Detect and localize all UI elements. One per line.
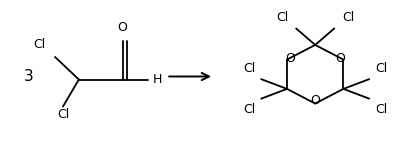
Text: H: H xyxy=(152,73,162,86)
Text: Cl: Cl xyxy=(375,103,388,116)
Text: Cl: Cl xyxy=(243,62,255,75)
Text: Cl: Cl xyxy=(33,38,45,51)
Text: 3: 3 xyxy=(24,69,33,84)
Text: O: O xyxy=(335,52,345,65)
Text: O: O xyxy=(310,94,320,107)
Text: O: O xyxy=(118,21,128,34)
Text: Cl: Cl xyxy=(342,11,354,24)
Text: Cl: Cl xyxy=(243,103,255,116)
Text: Cl: Cl xyxy=(57,108,69,121)
Text: Cl: Cl xyxy=(276,11,288,24)
Text: O: O xyxy=(286,52,296,65)
Text: Cl: Cl xyxy=(375,62,388,75)
